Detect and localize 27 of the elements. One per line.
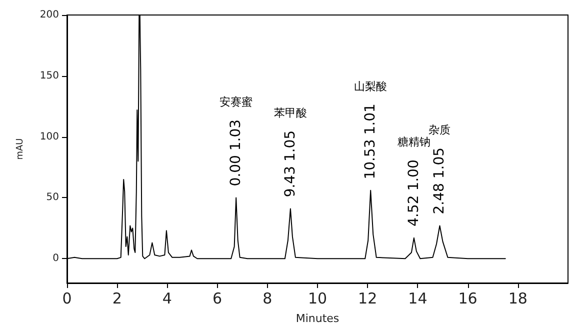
- y-tick-label: 100: [40, 131, 59, 142]
- x-tick-label: 10: [308, 290, 328, 308]
- x-tick-label: 18: [508, 290, 528, 308]
- y-tick-label: 0: [52, 253, 59, 264]
- annotation: 0.00 1.03: [228, 119, 244, 186]
- y-tick-label: 200: [40, 10, 59, 20]
- annotation: 糖精钠: [397, 136, 430, 149]
- x-tick-label: 6: [212, 290, 222, 308]
- annotation: 山梨酸: [354, 80, 388, 93]
- annotation: 杂质: [428, 123, 451, 136]
- x-axis-title: Minutes: [296, 312, 340, 325]
- annotation: 安赛蜜: [220, 95, 253, 108]
- x-tick-label: 0: [62, 290, 72, 308]
- x-tick-label: 16: [458, 290, 478, 308]
- annotation: 苯甲酸: [274, 106, 307, 120]
- x-tick-label: 14: [408, 290, 428, 308]
- x-tick-label: 2: [112, 290, 122, 308]
- y-tick-label: 50: [46, 192, 59, 204]
- annotation: 9.43 1.05: [282, 130, 298, 198]
- x-tick-label: 4: [162, 290, 172, 308]
- y-tick-label: 150: [40, 70, 59, 82]
- annotation: 4.52 1.00: [406, 160, 422, 226]
- annotation: 2.48 1.05: [432, 147, 448, 214]
- annotation: 10.53 1.01: [362, 104, 379, 180]
- y-axis-title: mAU: [16, 138, 26, 160]
- x-tick-label: 8: [262, 290, 272, 308]
- x-tick-label: 12: [358, 290, 378, 308]
